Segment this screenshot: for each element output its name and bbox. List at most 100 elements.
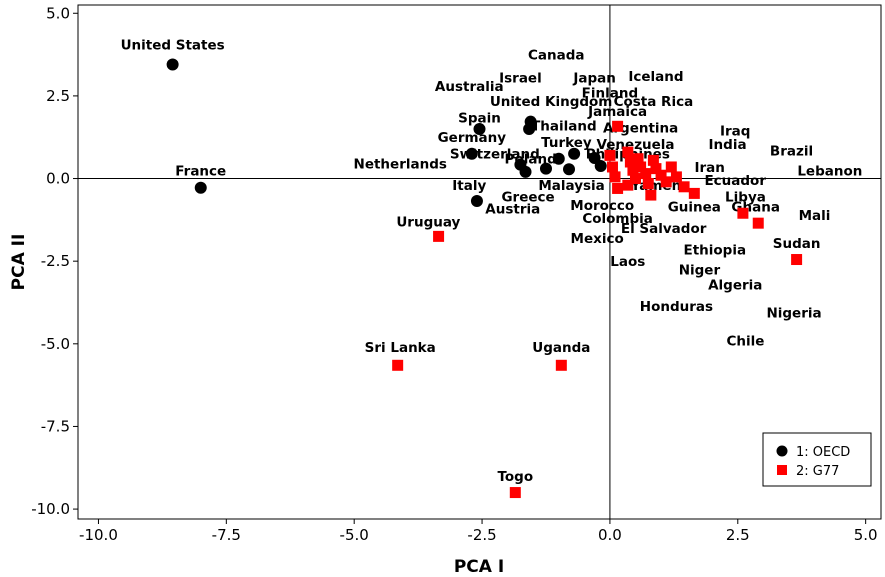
- point-label: Nigeria: [766, 305, 821, 321]
- point-label: Sri Lanka: [365, 340, 436, 356]
- oecd-point: [539, 162, 552, 175]
- g77-point: [655, 169, 667, 181]
- point-label: Australia: [435, 79, 504, 95]
- oecd-point: [166, 58, 179, 71]
- g77-point: [642, 177, 654, 189]
- y-tick-label: 5.0: [46, 4, 70, 22]
- oecd-point: [470, 195, 483, 208]
- legend-box: [762, 432, 872, 487]
- g77-point: [604, 149, 616, 161]
- point-label: Spain: [458, 110, 501, 126]
- plot-frame: [77, 4, 882, 520]
- oecd-point: [519, 165, 532, 178]
- point-label: Algeria: [708, 277, 762, 293]
- point-labels: United States France Canada AustraliaIsrael…: [121, 38, 863, 485]
- y-tick-label: 2.5: [46, 87, 70, 105]
- point-label: Costa Rica: [614, 94, 694, 110]
- point-label: Togo: [497, 469, 533, 485]
- point-label: Chile: [726, 334, 764, 350]
- point-label: Mexico: [571, 231, 624, 247]
- point-label: Japan: [572, 71, 616, 87]
- g77-point: [647, 154, 659, 166]
- y-tick-label: 0.0: [46, 170, 70, 188]
- oecd-point: [473, 122, 486, 135]
- point-label: Uganda: [532, 340, 590, 356]
- point-label: Greece: [501, 190, 554, 206]
- point-label: Iraq: [720, 124, 750, 140]
- point-label: Austria: [485, 201, 540, 217]
- point-label: Laos: [610, 254, 645, 270]
- x-tick-label: -2.5: [467, 526, 496, 544]
- g77-point: [660, 176, 672, 188]
- reference-lines: [78, 5, 881, 519]
- oecd-point: [563, 163, 576, 176]
- g77-point: [791, 254, 803, 266]
- point-label: Turkey: [541, 135, 592, 151]
- g77-point: [509, 487, 521, 499]
- point-label: Morocco: [570, 198, 634, 214]
- g77-point: [645, 189, 657, 201]
- x-tick-label: 2.5: [726, 526, 750, 544]
- g77-point: [622, 179, 634, 191]
- point-label: Venezuela: [596, 137, 674, 153]
- legend-label-g77: 2: G77: [796, 464, 839, 479]
- g77-point: [737, 207, 749, 219]
- x-axis-ticks: -10.0 -7.5 -5.0 -2.5 0.0 2.5 5.0: [79, 519, 878, 544]
- point-label: Ecuador: [704, 173, 766, 189]
- point-label: Iceland: [628, 69, 683, 85]
- legend-marker-oecd: [776, 445, 788, 457]
- y-tick-label: -7.5: [41, 417, 70, 435]
- point-label: Malaysia: [538, 178, 604, 194]
- g77-point: [678, 181, 690, 193]
- point-label: Lebanon: [797, 163, 862, 179]
- point-label: Honduras: [640, 299, 713, 315]
- g77-point: [650, 163, 662, 175]
- point-label: Iran: [694, 160, 724, 176]
- g77-point: [606, 161, 618, 173]
- point-label: Niger: [679, 262, 721, 278]
- point-label: Uruguay: [396, 215, 460, 231]
- point-label: United States: [121, 38, 225, 54]
- point-label: Sudan: [773, 236, 821, 252]
- point-label: Colombia: [582, 211, 653, 227]
- point-label: Italy: [452, 178, 486, 194]
- g77-point: [392, 359, 404, 371]
- point-label: Germany: [438, 130, 507, 146]
- point-label: Libya: [725, 190, 766, 206]
- oecd-point: [594, 159, 607, 172]
- point-label: Mali: [799, 208, 831, 224]
- x-tick-label: 5.0: [854, 526, 878, 544]
- x-tick-label: -7.5: [212, 526, 241, 544]
- g77-point: [635, 161, 647, 173]
- oecd-point: [568, 147, 581, 160]
- g77-point: [627, 164, 639, 176]
- y-tick-label: -10.0: [31, 500, 70, 518]
- g77-point: [665, 161, 677, 173]
- point-label: Finland: [582, 86, 638, 102]
- y-tick-label: -2.5: [41, 252, 70, 270]
- x-tick-label: -5.0: [340, 526, 369, 544]
- x-tick-label: 0.0: [598, 526, 622, 544]
- point-label: India: [709, 137, 747, 153]
- point-label: Brazil: [770, 143, 813, 159]
- legend: 1: OECD 2: G77: [762, 432, 872, 487]
- point-label: Jamaica: [587, 104, 647, 120]
- legend-marker-g77: [777, 465, 787, 475]
- g77-point: [640, 168, 652, 180]
- point-label: Israel: [499, 71, 542, 87]
- point-label: Guinea: [668, 200, 721, 216]
- y-tick-label: -5.0: [41, 335, 70, 353]
- oecd-point: [465, 147, 478, 160]
- g77-point: [688, 187, 700, 199]
- oecd-point: [194, 181, 207, 194]
- g77-point: [629, 173, 641, 185]
- point-label: Thailand: [531, 119, 597, 135]
- g77-point: [609, 171, 621, 183]
- x-tick-label: -10.0: [79, 526, 118, 544]
- point-label: United Kingdom: [490, 94, 613, 110]
- legend-label-oecd: 1: OECD: [796, 445, 850, 460]
- g77-point: [612, 182, 624, 194]
- g77-point: [612, 120, 624, 132]
